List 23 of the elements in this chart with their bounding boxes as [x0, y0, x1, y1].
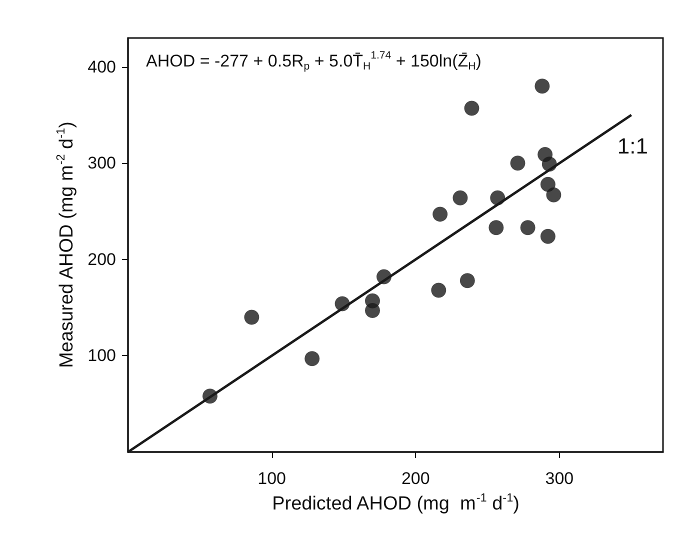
point [540, 228, 556, 244]
point [431, 282, 446, 298]
y-axis-title: Measured AHOD (mg m-2 d-1) [54, 122, 78, 368]
point [432, 206, 448, 222]
point [488, 220, 504, 236]
x-tick-label: 100 [258, 469, 286, 488]
point [510, 156, 526, 171]
point [365, 302, 380, 318]
annotation: 1:1 [617, 134, 648, 159]
y-tick-label: 200 [88, 250, 116, 269]
point [460, 273, 475, 288]
point [464, 100, 480, 116]
point [546, 187, 562, 202]
y-tick-label: 400 [88, 57, 116, 76]
point [304, 351, 320, 366]
x-tick-label: 200 [401, 469, 430, 488]
point [534, 78, 550, 94]
point [520, 220, 536, 236]
point [244, 310, 260, 325]
point [452, 190, 468, 206]
y-tick-label: 300 [88, 154, 116, 173]
y-tick-label: 100 [88, 346, 116, 366]
x-tick-label: 300 [545, 469, 574, 488]
